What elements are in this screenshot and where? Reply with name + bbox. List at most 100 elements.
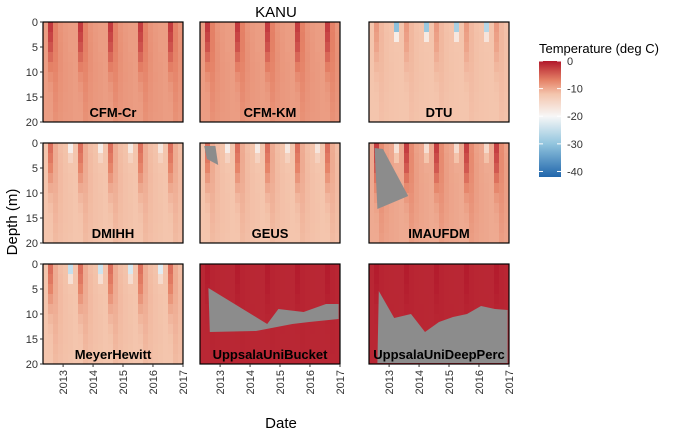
heat-cell (98, 92, 104, 103)
heat-cell (315, 213, 321, 224)
heat-cell (118, 324, 124, 335)
heat-cell (295, 42, 301, 53)
heat-cell (419, 183, 425, 194)
heat-cell (449, 284, 455, 295)
heat-cell (153, 102, 159, 113)
heat-cell (374, 42, 380, 53)
heat-cell (389, 233, 395, 244)
heat-cell (205, 102, 211, 113)
heat-cell (499, 203, 505, 214)
heat-cell (439, 203, 445, 214)
heat-cell (315, 52, 321, 63)
heat-cell (369, 223, 375, 234)
heat-cell (178, 274, 184, 285)
heat-cell (310, 284, 316, 295)
heat-cell (335, 274, 341, 285)
heat-cell (330, 203, 336, 214)
heat-cell (230, 233, 236, 244)
heat-cell (78, 223, 84, 234)
heat-cell (240, 294, 246, 305)
heat-cell (265, 102, 271, 113)
heat-cell (449, 304, 455, 315)
heat-cell (78, 102, 84, 113)
heat-cell (143, 233, 149, 244)
heat-cell (369, 62, 375, 73)
heat-cell (474, 203, 480, 214)
heat-cell (320, 183, 326, 194)
heat-cell (389, 294, 395, 305)
heat-cell (265, 173, 271, 184)
heat-cell (73, 102, 79, 113)
heat-cell (285, 203, 291, 214)
heat-cell (53, 22, 59, 33)
heat-cell (98, 62, 104, 73)
heat-cell (93, 22, 99, 33)
heat-cell (305, 143, 311, 154)
heat-cell (439, 163, 445, 174)
heat-cell (414, 143, 420, 154)
heat-cell (374, 334, 380, 345)
heat-cell (330, 82, 336, 93)
heat-cell (335, 334, 341, 345)
panel-border (368, 142, 510, 244)
heat-cell (315, 344, 321, 355)
heat-cell (315, 233, 321, 244)
heat-cell (148, 52, 154, 63)
heat-cell (113, 213, 119, 224)
heat-cell (53, 173, 59, 184)
heat-cell (103, 32, 109, 43)
heat-cell (429, 294, 435, 305)
heat-cell (300, 294, 306, 305)
heat-cell (163, 304, 169, 315)
heat-cell (290, 203, 296, 214)
heat-cell (369, 344, 375, 355)
heat-cell (434, 52, 440, 63)
heat-cell (63, 264, 69, 275)
heat-cell (138, 233, 144, 244)
heat-cell (215, 274, 221, 285)
heat-cell (103, 274, 109, 285)
heat-cell (230, 153, 236, 164)
heat-cell (235, 344, 241, 355)
heat-cell (399, 213, 405, 224)
heat-cell (250, 153, 256, 164)
heat-cell (83, 82, 89, 93)
heat-cell (439, 223, 445, 234)
heat-cell (113, 203, 119, 214)
heat-cell (315, 173, 321, 184)
heat-cell (464, 203, 470, 214)
heat-cell (98, 153, 104, 164)
heat-cell (78, 294, 84, 305)
heat-cell (275, 233, 281, 244)
heat-cell (63, 173, 69, 184)
heat-cell (43, 102, 49, 113)
heat-cell (235, 274, 241, 285)
heat-cell (168, 72, 174, 83)
heat-cell (315, 102, 321, 113)
heat-cell (73, 324, 79, 335)
heat-cell (240, 213, 246, 224)
heat-cell (504, 143, 510, 154)
heat-cell (163, 284, 169, 295)
heat-cell (148, 193, 154, 204)
heat-cell (335, 354, 341, 365)
heat-cell (158, 193, 164, 204)
heat-cell (469, 284, 475, 295)
heat-cell (245, 143, 251, 154)
heat-cell (464, 102, 470, 113)
heat-cell (168, 344, 174, 355)
heat-cell (374, 32, 380, 43)
heat-cell (275, 72, 281, 83)
heat-cell (113, 72, 119, 83)
heat-cell (200, 294, 206, 305)
heat-cell (404, 173, 410, 184)
heat-cell (215, 82, 221, 93)
heat-cell (48, 72, 54, 83)
heat-cell (63, 143, 69, 154)
heat-cell (295, 102, 301, 113)
heat-cell (108, 284, 114, 295)
heat-cell (479, 223, 485, 234)
heat-cell (260, 203, 266, 214)
heat-cell (504, 92, 510, 103)
heat-cell (158, 223, 164, 234)
